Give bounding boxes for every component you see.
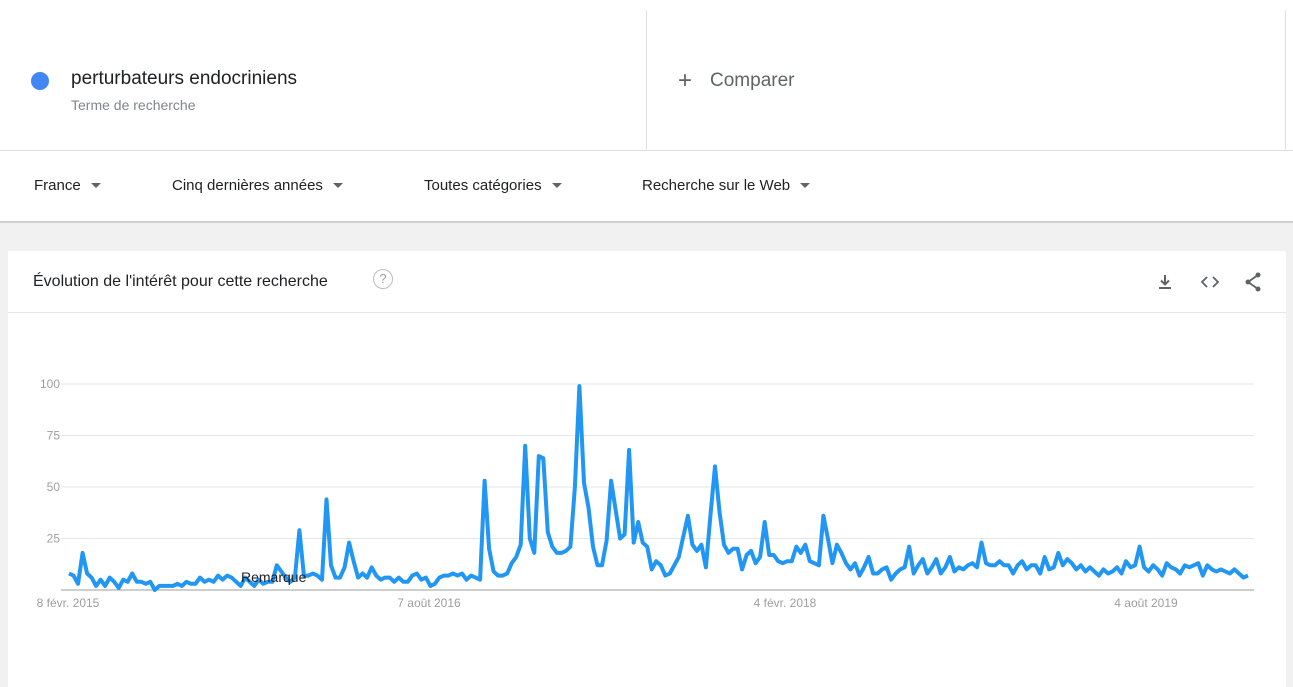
x-tick-label: 7 août 2016 <box>397 596 461 610</box>
divider <box>0 150 1293 151</box>
caret-down-icon <box>551 183 562 188</box>
compare-label: Comparer <box>710 70 795 91</box>
term-color-dot <box>31 72 49 90</box>
x-tick-label: 4 août 2019 <box>1114 596 1178 610</box>
filter-search-type[interactable]: Recherche sur le Web <box>642 177 811 194</box>
caret-down-icon <box>90 183 101 188</box>
interest-line-chart: 25 50 75 100 8 févr. 2015 7 août 2016 4 févr.… <box>37 377 1254 610</box>
filter-period[interactable]: Cinq dernières années <box>172 177 343 194</box>
chart-grid <box>61 383 1254 539</box>
search-term-card[interactable]: perturbateurs endocriniens Terme de rech… <box>0 10 646 150</box>
compare-button[interactable]: + Comparer <box>678 67 795 94</box>
remark-annotation[interactable]: Remarque <box>241 569 307 585</box>
x-tick-label: 4 févr. 2018 <box>754 596 817 610</box>
explore-header: perturbateurs endocriniens Terme de rech… <box>0 0 1293 223</box>
filter-country[interactable]: France <box>34 177 101 194</box>
download-icon[interactable] <box>1154 271 1176 293</box>
divider <box>8 312 1286 313</box>
help-icon[interactable]: ? <box>373 269 393 289</box>
share-icon[interactable] <box>1242 271 1264 293</box>
divider <box>646 10 647 150</box>
search-term-subtitle: Terme de recherche <box>71 97 196 113</box>
filter-label: Toutes catégories <box>424 177 542 194</box>
y-tick-label: 25 <box>47 532 61 546</box>
search-term-name[interactable]: perturbateurs endocriniens <box>71 68 298 89</box>
filter-label: Recherche sur le Web <box>642 177 791 194</box>
x-axis-ticks: 8 févr. 2015 7 août 2016 4 févr. 2018 4 aoû… <box>37 596 1178 610</box>
embed-code-icon[interactable] <box>1199 271 1221 293</box>
filter-bar: France Cinq dernières années Toutes caté… <box>0 151 1293 221</box>
interest-over-time-card: Évolution de l'intérêt pour cette recher… <box>8 251 1286 687</box>
caret-down-icon <box>800 183 811 188</box>
filter-label: Cinq dernières années <box>172 177 323 194</box>
y-tick-label: 100 <box>40 377 60 391</box>
plus-icon: + <box>678 67 693 94</box>
y-tick-label: 50 <box>47 480 61 494</box>
filter-category[interactable]: Toutes catégories <box>424 177 562 194</box>
card-title: Évolution de l'intérêt pour cette recher… <box>33 273 328 290</box>
filter-label: France <box>34 177 81 194</box>
x-tick-label: 8 févr. 2015 <box>37 596 100 610</box>
divider <box>1285 10 1286 150</box>
y-tick-label: 75 <box>47 429 61 443</box>
y-axis-ticks: 25 50 75 100 <box>40 377 60 546</box>
header-shadow <box>0 221 1293 223</box>
interest-series-line[interactable] <box>68 384 1249 592</box>
caret-down-icon <box>332 183 343 188</box>
